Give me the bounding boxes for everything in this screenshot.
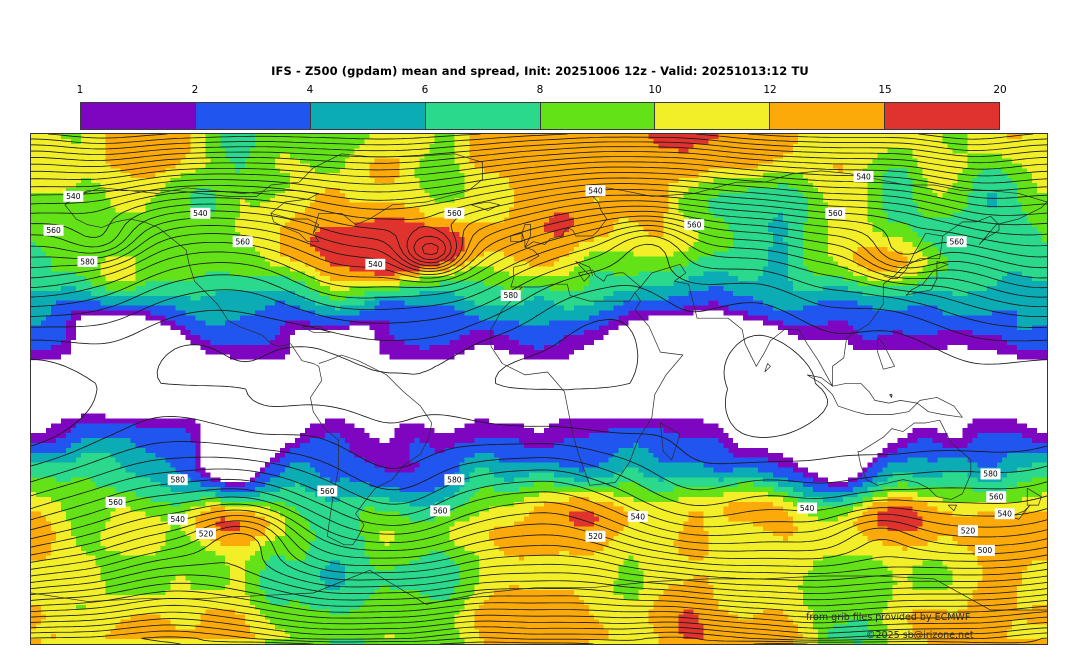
contour-label: 560 — [684, 219, 705, 231]
contour-label: 540 — [585, 185, 606, 197]
colorbar-tick-15: 15 — [878, 84, 892, 96]
colorbar-segment-4-6 — [310, 103, 426, 129]
svg-text:580: 580 — [504, 291, 519, 300]
contour-label: 540 — [994, 508, 1015, 520]
page-title: IFS - Z500 (gpdam) mean and spread, Init… — [271, 64, 809, 78]
colorbar-tick-8: 8 — [536, 84, 544, 96]
svg-text:500: 500 — [978, 546, 993, 555]
contour-lines — [31, 134, 1047, 644]
map-panel[interactable]: 540 560 580 540 560 540 560 580 540 560 560 540 560 5… — [30, 133, 1048, 645]
colorbar-segment-2-4 — [195, 103, 311, 129]
colorbar-tick-10: 10 — [648, 84, 662, 96]
svg-text:580: 580 — [983, 470, 998, 479]
svg-text:560: 560 — [989, 492, 1004, 501]
svg-text:540: 540 — [631, 512, 646, 521]
colorbar-tick-12: 12 — [763, 84, 777, 96]
svg-text:560: 560 — [46, 226, 61, 235]
contour-label: 540 — [627, 511, 648, 522]
contour-label: 580 — [167, 474, 188, 486]
svg-text:540: 540 — [588, 186, 603, 195]
svg-text:520: 520 — [199, 529, 214, 538]
contour-label: 540 — [63, 190, 84, 202]
geopotential-contour-layer — [31, 134, 1047, 644]
contour-label: 580 — [980, 468, 1001, 480]
svg-text:580: 580 — [80, 257, 95, 266]
svg-text:520: 520 — [961, 526, 976, 535]
colorbar-tick-4: 4 — [306, 84, 314, 96]
contour-label: 520 — [957, 525, 978, 537]
svg-text:560: 560 — [433, 507, 448, 516]
contour-label: 520 — [585, 530, 606, 542]
coastlines — [31, 153, 1047, 611]
colorbar-segment-6-8 — [425, 103, 541, 129]
contour-label: 540 — [797, 502, 818, 514]
colorbar-segment-8-10 — [540, 103, 656, 129]
svg-text:560: 560 — [687, 220, 702, 229]
colorbar-tick-2: 2 — [191, 84, 199, 96]
contour-label: 520 — [195, 528, 216, 540]
svg-text:560: 560 — [108, 498, 123, 507]
colorbar-segment-15-20 — [885, 103, 999, 129]
contour-label: 500 — [974, 544, 995, 556]
contour-label: 560 — [317, 485, 338, 497]
colorbar-segment-1-2 — [81, 103, 196, 129]
map-canvas: 540 560 580 540 560 540 560 580 540 560 560 540 560 5… — [31, 134, 1047, 644]
contour-label-layer: 540 560 580 540 560 540 560 580 540 560 560 540 560 5… — [43, 171, 1015, 556]
svg-text:580: 580 — [447, 475, 462, 484]
contour-label: 560 — [946, 236, 967, 248]
svg-text:580: 580 — [170, 475, 185, 484]
contour-label: 560 — [43, 224, 64, 236]
colorbar-segment-10-12 — [655, 103, 771, 129]
contour-label: 540 — [365, 258, 386, 270]
coastline-layer — [31, 153, 1047, 611]
spread-band-15 — [215, 134, 923, 640]
contour-label: 560 — [825, 207, 846, 219]
svg-text:560: 560 — [320, 487, 335, 496]
svg-text:560: 560 — [949, 237, 964, 246]
contour-label: 560 — [430, 505, 451, 517]
svg-text:520: 520 — [588, 532, 603, 541]
colorbar-segment-12-15 — [770, 103, 886, 129]
credit-source: from grib files provided by ECMWF — [806, 612, 971, 623]
contour-label: 560 — [444, 207, 465, 219]
colorbar-tick-1: 1 — [76, 84, 84, 96]
contour-label: 560 — [986, 491, 1007, 503]
svg-text:540: 540 — [66, 192, 81, 201]
svg-text:540: 540 — [170, 515, 185, 524]
colorbar-tick-labels: 1 2 4 6 8 10 12 15 20 — [76, 84, 1007, 100]
contour-label: 560 — [105, 496, 126, 508]
svg-text:540: 540 — [856, 172, 871, 181]
svg-text:560: 560 — [447, 209, 462, 218]
colorbar-tick-20: 20 — [993, 84, 1007, 96]
svg-text:540: 540 — [368, 260, 383, 269]
credit-copyright: ©2025 sb@irizone.net — [866, 630, 974, 641]
svg-text:540: 540 — [193, 209, 208, 218]
colorbar-gradient — [80, 102, 1000, 130]
contour-label: 580 — [444, 474, 465, 486]
colorbar-tick-6: 6 — [421, 84, 429, 96]
contour-label: 540 — [167, 513, 188, 525]
contour-label: 580 — [77, 256, 98, 267]
svg-text:540: 540 — [997, 510, 1012, 519]
svg-text:560: 560 — [828, 209, 843, 218]
contour-label: 540 — [190, 207, 211, 219]
svg-text:540: 540 — [800, 504, 815, 513]
contour-label: 560 — [232, 236, 253, 248]
contour-label: 540 — [853, 171, 874, 183]
colorbar: 1 2 4 6 8 10 12 15 20 — [76, 84, 1007, 132]
svg-text:560: 560 — [235, 237, 250, 246]
spread-band-12 — [31, 134, 1047, 644]
contour-label: 580 — [500, 289, 521, 301]
